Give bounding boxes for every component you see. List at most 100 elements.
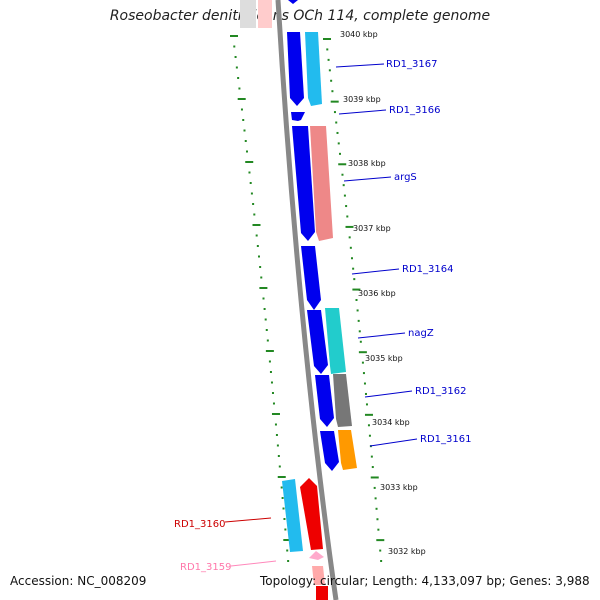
grid-dot (255, 234, 258, 237)
grid-dot (269, 371, 272, 373)
grid-dot (353, 278, 356, 281)
grid-dot (352, 267, 355, 270)
grid-dot (243, 129, 246, 132)
ruler-tick-label: 3032 kbp (388, 547, 426, 556)
grid-dot (237, 98, 246, 100)
grid-dot (237, 77, 240, 79)
grid-dot (268, 360, 271, 363)
grid-dot (333, 111, 336, 114)
grid-dot (283, 518, 286, 520)
grid-dot (277, 455, 280, 457)
gene-labels: RD1_3167 RD1_3166 argS RD1_3164 nagZ RD1… (174, 59, 471, 573)
grid-dot (256, 245, 259, 247)
grid-dot (335, 121, 338, 124)
grid-dot (328, 69, 331, 72)
cds-arrow (320, 431, 339, 471)
grid-dot (252, 203, 255, 205)
bottom-partial-pink (312, 566, 325, 585)
grid-dot (373, 486, 376, 489)
grid-dot (338, 163, 347, 166)
feature-block-gray (333, 374, 352, 427)
grid-dot (343, 194, 346, 197)
grid-dot (330, 79, 333, 82)
ruler-tick-label: 3035 kbp (365, 354, 403, 363)
grid-dot (345, 205, 348, 208)
gene-leader-line (351, 268, 400, 275)
grid-dot (364, 413, 373, 416)
grid-dot (355, 299, 358, 301)
ruler-tick-label: 3033 kbp (380, 483, 418, 492)
grid-dot (262, 297, 265, 300)
grid-dot (252, 224, 261, 226)
grid-dot (338, 152, 341, 155)
grid-dot (326, 48, 329, 51)
gene-leader-line (224, 517, 272, 523)
cds-arrow (307, 310, 328, 374)
grid-dot (342, 184, 345, 187)
feature-block-orange (338, 430, 357, 470)
grid-dot (238, 87, 241, 90)
cds-arrow (301, 246, 321, 310)
grid-dot (233, 45, 236, 48)
grid-dot (361, 361, 364, 364)
grid-dot (371, 466, 374, 469)
grid-dot (323, 38, 331, 40)
gene-leader-line (369, 438, 418, 447)
grid-dot (265, 329, 268, 331)
grid-dot (270, 381, 273, 384)
grid-dot (248, 171, 251, 174)
grid-dot (257, 255, 260, 258)
grid-dot (274, 423, 277, 426)
gene-label: RD1_3159 (180, 562, 231, 573)
grid-dot (358, 351, 367, 354)
cds-track-reverse (282, 478, 328, 600)
grid-dot (336, 131, 339, 134)
grid-dot (275, 434, 278, 436)
grid-dot (337, 142, 340, 145)
grid-dots (230, 35, 385, 562)
grid-dot (367, 424, 370, 427)
grid-dot (363, 382, 366, 385)
grid-dot (359, 340, 362, 343)
gene-label: RD1_3161 (420, 434, 471, 445)
ruler-tick-label: 3037 kbp (353, 224, 391, 233)
grid-dot (376, 518, 379, 521)
feature-block-cyan (305, 32, 322, 106)
gene-leader-line (343, 176, 392, 182)
feature-block-cyan-reverse (282, 479, 303, 552)
top-partial-blue (288, 0, 298, 4)
grid-dot (271, 413, 280, 415)
grid-dot (352, 288, 361, 291)
grid-dot (284, 528, 287, 531)
grid-dot (346, 215, 349, 218)
ruler-labels: 3040 kbp 3039 kbp 3038 kbp 3037 kbp 3036… (340, 30, 426, 556)
cds-arrow (291, 112, 305, 121)
grid-dot (377, 528, 380, 531)
grid-dot (345, 225, 354, 228)
grid-dot (380, 560, 383, 562)
grid-dot (327, 58, 330, 61)
cds-track-inner (287, 32, 339, 471)
ruler-tick-label: 3034 kbp (372, 418, 410, 427)
accession-text: Accession: NC_008209 (10, 574, 147, 588)
grid-dot (264, 318, 267, 321)
grid-dot (356, 309, 359, 312)
grid-dot (281, 497, 284, 499)
cds-arrow (292, 126, 315, 241)
grid-dot (358, 330, 361, 333)
grid-dot (287, 560, 290, 562)
gene-label: RD1_3162 (415, 386, 466, 397)
grid-dot (250, 192, 253, 195)
genome-backbone (275, 0, 339, 600)
cds-arrow (287, 32, 304, 106)
grid-dot (249, 182, 252, 184)
ruler-tick-label: 3039 kbp (343, 95, 381, 104)
cds-arrow-red (300, 478, 323, 550)
top-partial-gray (240, 0, 256, 28)
ruler-tick-label: 3040 kbp (340, 30, 378, 39)
grid-dot (341, 173, 344, 176)
grid-dot (245, 150, 248, 153)
grid-dot (240, 108, 243, 111)
ruler-tick-label: 3036 kbp (358, 289, 396, 298)
